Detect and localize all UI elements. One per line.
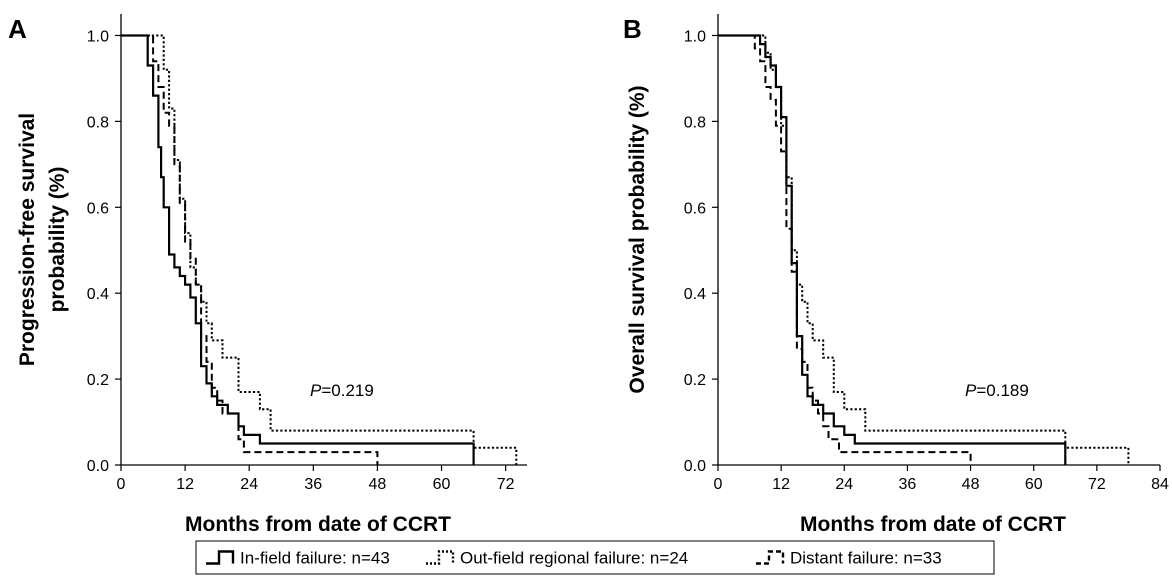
legend-swatch-dashed xyxy=(756,550,785,565)
x-tick-label: 12 xyxy=(772,476,790,493)
x-tick-label: 36 xyxy=(304,476,322,493)
legend: In-field failure: n=43 Out-field regional… xyxy=(195,540,995,575)
series-line-dotted xyxy=(121,34,518,465)
p-value-italic: P xyxy=(965,381,977,400)
legend-box xyxy=(195,540,995,575)
p-value-annotation: P=0.219 xyxy=(310,381,374,400)
series-line-dashed xyxy=(121,34,379,465)
x-tick-label: 24 xyxy=(835,476,853,493)
x-tick-label: 48 xyxy=(962,476,980,493)
x-axis-title: Months from date of CCRT xyxy=(800,513,1066,536)
y-tick-label: 0.2 xyxy=(87,372,109,389)
y-tick-label: 0.0 xyxy=(87,458,109,475)
p-value-number: =0.219 xyxy=(321,381,373,400)
x-tick-label: 60 xyxy=(1025,476,1043,493)
p-value-annotation: P=0.189 xyxy=(965,381,1029,400)
y-tick-label: 0.8 xyxy=(684,114,706,131)
p-value-italic: P xyxy=(310,381,322,400)
series-line-dotted xyxy=(718,34,1130,465)
x-tick-label: 24 xyxy=(240,476,258,493)
y-axis-title: Overall survival probability (%) xyxy=(626,85,649,393)
y-tick-label: 0.6 xyxy=(87,200,109,217)
panel-b: B 0 12 24 36 48 60 72 84 0.0 0.2 0.4 0.6 0.8 1.0 Months… xyxy=(623,14,1169,536)
x-tick-label: 84 xyxy=(1151,476,1169,493)
series-line-solid xyxy=(121,34,475,465)
x-tick-label: 48 xyxy=(369,476,387,493)
legend-swatch-solid xyxy=(206,550,235,565)
panel-a: A 0 12 24 36 48 60 72 0.0 0.2 0.4 0.6 0.8 1.0 Months f… xyxy=(8,14,527,536)
p-value-number: =0.189 xyxy=(976,381,1028,400)
y-tick-label: 0.4 xyxy=(684,286,706,303)
x-tick-label: 12 xyxy=(176,476,194,493)
series-line-solid xyxy=(718,34,1067,465)
x-tick-label: 72 xyxy=(497,476,515,493)
x-axis-title: Months from date of CCRT xyxy=(185,513,451,536)
y-tick-label: 0.4 xyxy=(87,286,109,303)
x-tick-label: 60 xyxy=(433,476,451,493)
legend-label: Distant failure: n=33 xyxy=(790,549,942,568)
y-tick-label: 0.2 xyxy=(684,372,706,389)
y-tick-label: 1.0 xyxy=(87,28,109,45)
legend-label: In-field failure: n=43 xyxy=(240,549,390,568)
y-axis-title: Progression-free survival xyxy=(16,113,39,366)
y-tick-label: 0.8 xyxy=(87,114,109,131)
panel-label: B xyxy=(623,14,642,44)
series-line-dashed xyxy=(718,34,972,465)
x-tick-label: 0 xyxy=(117,476,126,493)
legend-swatch-dotted xyxy=(426,550,455,565)
x-tick-label: 0 xyxy=(714,476,723,493)
panel-label: A xyxy=(8,14,27,44)
x-tick-label: 72 xyxy=(1088,476,1106,493)
y-tick-label: 0.0 xyxy=(684,458,706,475)
legend-label: Out-field regional failure: n=24 xyxy=(460,549,688,568)
x-tick-label: 36 xyxy=(899,476,917,493)
y-axis-title: probability (%) xyxy=(46,167,69,313)
y-tick-label: 0.6 xyxy=(684,200,706,217)
y-tick-label: 1.0 xyxy=(684,28,706,45)
